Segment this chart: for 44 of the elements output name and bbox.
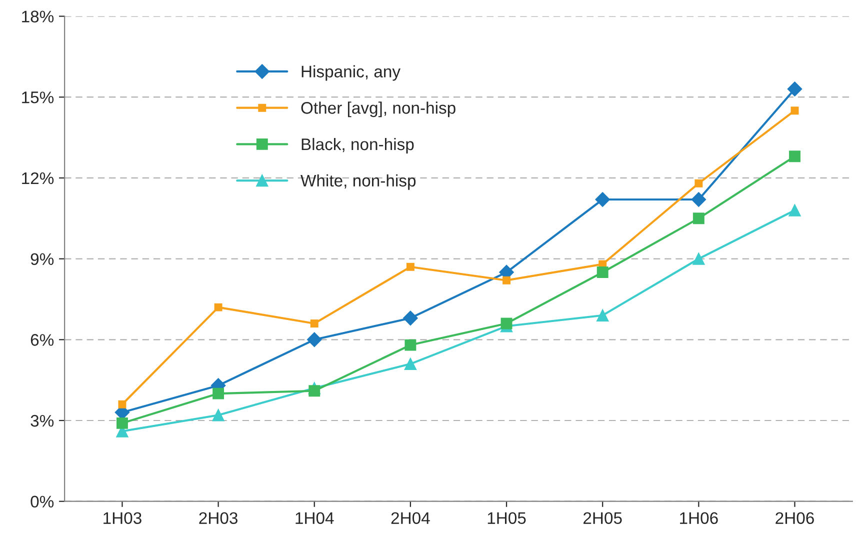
point bbox=[212, 409, 224, 422]
y-tick-label: 3% bbox=[30, 414, 54, 427]
point bbox=[310, 319, 318, 328]
point bbox=[502, 276, 511, 284]
y-tick-label: 0% bbox=[30, 496, 54, 508]
point bbox=[306, 332, 322, 348]
y-tick-label: 18% bbox=[22, 10, 54, 22]
point bbox=[692, 252, 705, 265]
x-tick-label: 1H04 bbox=[296, 512, 334, 524]
x-tick-label: 2H03 bbox=[199, 512, 238, 524]
point bbox=[403, 310, 418, 326]
y-tick-label: 6% bbox=[30, 334, 54, 346]
point bbox=[694, 179, 703, 188]
legend-label: Hispanic, any bbox=[302, 65, 400, 81]
legend-label: White, non-hisp bbox=[300, 174, 416, 190]
y-tick-label: 15% bbox=[22, 92, 54, 104]
point bbox=[500, 318, 512, 330]
point bbox=[212, 388, 224, 400]
point bbox=[404, 339, 416, 351]
point bbox=[596, 266, 608, 278]
x-tick-label: 1H03 bbox=[104, 512, 142, 524]
x-tick-label: 2H04 bbox=[391, 512, 430, 524]
point bbox=[406, 262, 414, 271]
point bbox=[116, 417, 128, 429]
y-tick-label: 12% bbox=[22, 172, 54, 184]
legend-label: Black, non-hisp bbox=[302, 138, 414, 154]
point bbox=[404, 358, 417, 370]
point bbox=[118, 400, 126, 408]
point bbox=[692, 212, 704, 224]
point bbox=[789, 150, 800, 162]
point bbox=[691, 192, 706, 207]
point bbox=[788, 204, 801, 216]
legend-label: Other [avg], non-hisp bbox=[301, 102, 456, 118]
point bbox=[787, 82, 802, 96]
point bbox=[790, 106, 799, 115]
point bbox=[595, 192, 610, 207]
point bbox=[596, 309, 609, 322]
x-tick-label: 2H05 bbox=[584, 512, 622, 524]
y-tick-label: 9% bbox=[30, 253, 54, 266]
point bbox=[308, 385, 320, 397]
point bbox=[214, 303, 222, 312]
x-tick-label: 1H06 bbox=[680, 512, 718, 524]
x-tick-label: 1H05 bbox=[488, 512, 526, 524]
x-tick-label: 2H06 bbox=[776, 512, 814, 524]
